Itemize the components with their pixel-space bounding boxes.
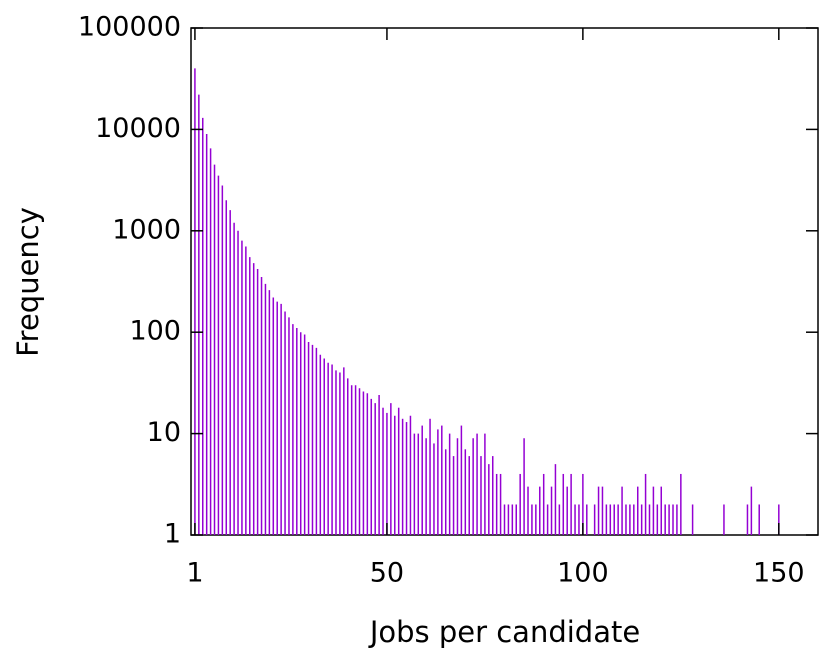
- x-tick-label: 50: [370, 558, 404, 589]
- y-axis-label: Frequency: [11, 207, 45, 357]
- y-tick-label: 10: [147, 417, 181, 448]
- y-tick-label: 100: [129, 316, 181, 347]
- y-tick-label: 1000: [112, 214, 181, 245]
- x-tick-label: 100: [557, 558, 609, 589]
- y-tick-label: 1: [164, 519, 181, 550]
- y-tick-label: 100000: [78, 12, 181, 43]
- x-tick-label: 1: [186, 558, 203, 589]
- x-axis-label: Jobs per candidate: [368, 615, 640, 649]
- x-tick-label: 150: [753, 558, 805, 589]
- y-tick-label: 10000: [95, 113, 181, 144]
